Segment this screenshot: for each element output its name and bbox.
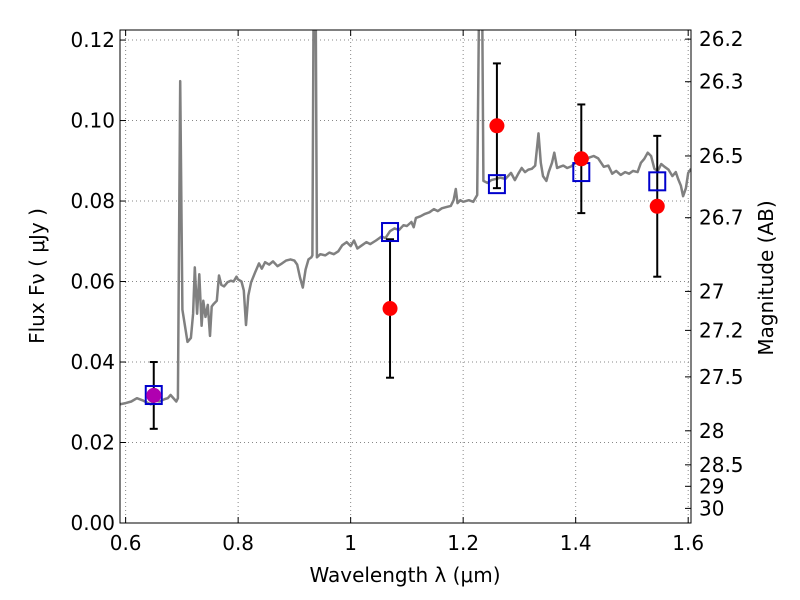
template-spectrum-layer [120, 30, 691, 406]
x-tick-label: 1.6 [672, 531, 704, 555]
right-tick-label: 26.2 [699, 27, 744, 51]
observed-point [146, 387, 162, 403]
right-tick-label: 27.5 [699, 365, 744, 389]
x-tick-label: 0.6 [110, 531, 142, 555]
observed-point [649, 198, 665, 214]
axis-ticks [120, 30, 691, 524]
template-spectrum-line [120, 30, 691, 406]
right-tick-label: 28 [699, 419, 724, 443]
errorbar-layer [149, 62, 662, 430]
plot-frame [119, 29, 692, 524]
model-points-layer [144, 162, 667, 406]
axis-tick-labels: 0.6 0.8 1 1.2 1.4 1.6 0.00 0.02 0.04 0.06 0.08 0.10… [70, 27, 743, 555]
y-tick-label: 0.10 [70, 109, 115, 133]
right-tick-label: 26.5 [699, 144, 744, 168]
right-tick-label: 27 [699, 279, 724, 303]
x-tick-label: 1 [344, 531, 357, 555]
y-tick-label: 0.08 [70, 189, 115, 213]
right-axis-label: Magnitude (AB) [754, 200, 778, 355]
x-tick-label: 1.4 [560, 531, 592, 555]
observed-points-layer [146, 118, 665, 403]
observed-point [489, 118, 505, 134]
model-point-square [144, 385, 163, 406]
model-point-square [487, 174, 506, 195]
right-tick-label: 26.7 [699, 206, 744, 230]
model-point-square [381, 222, 400, 243]
y-axis-label: Flux Fν ( μJy ) [25, 208, 49, 344]
y-tick-label: 0.12 [70, 28, 115, 52]
right-tick-label: 27.2 [699, 318, 744, 342]
x-tick-label: 1.2 [447, 531, 479, 555]
grid-lines [120, 30, 691, 524]
right-tick-label: 30 [699, 496, 724, 520]
right-tick-label: 26.3 [699, 70, 744, 94]
y-tick-label: 0.06 [70, 270, 115, 294]
y-tick-label: 0.02 [70, 431, 115, 455]
x-axis-label: Wavelength λ (μm) [309, 563, 500, 587]
observed-point [382, 300, 398, 316]
x-tick-label: 0.8 [222, 531, 254, 555]
y-tick-label: 0.04 [70, 350, 115, 374]
right-tick-label: 28.5 [699, 453, 744, 477]
model-point-square [648, 171, 667, 192]
observed-point [573, 151, 589, 167]
y-tick-label: 0.00 [70, 511, 115, 535]
right-tick-label: 29 [699, 474, 724, 498]
